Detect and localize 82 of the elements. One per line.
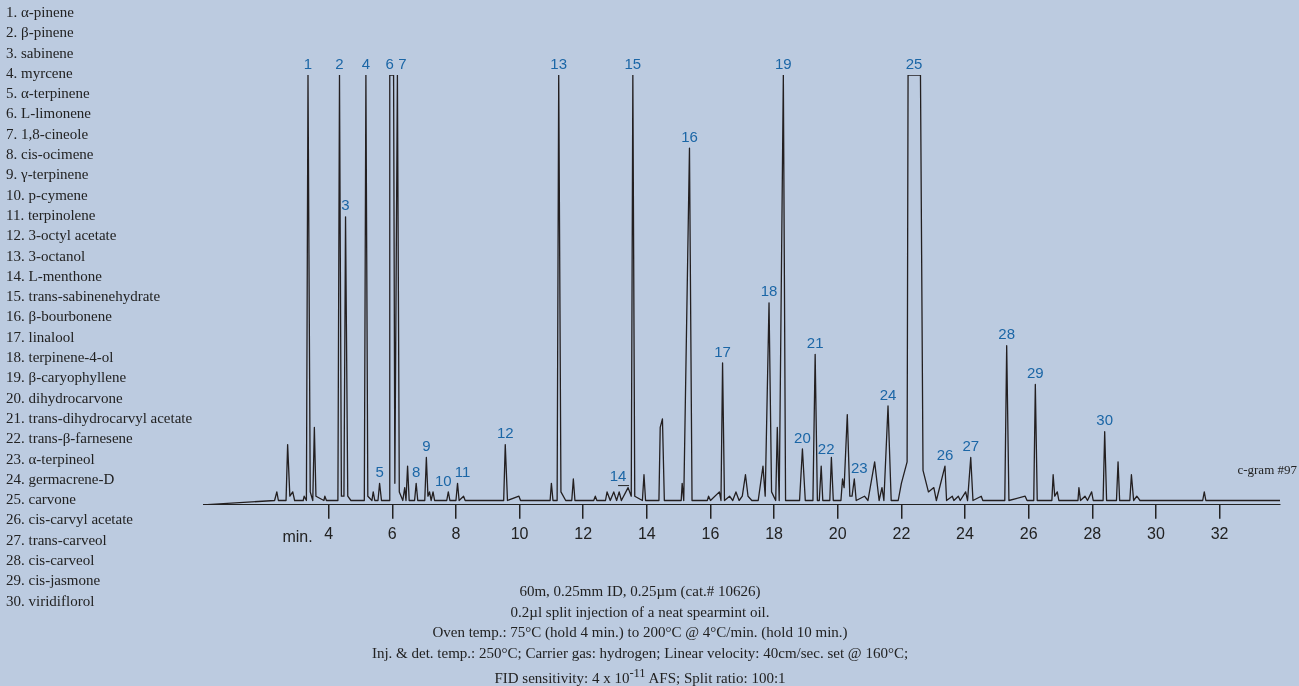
annotation: 16 <box>681 127 698 145</box>
x-tick-label: 26 <box>1019 524 1038 542</box>
annotation: 2 <box>335 54 344 72</box>
annotation: 20 <box>794 428 811 446</box>
text: 17. linalool <box>6 327 76 347</box>
annotation: 11 <box>454 462 471 480</box>
x-tick-label: 14 <box>637 524 656 542</box>
annotation: 1 <box>303 54 313 72</box>
text: 14. L-menthone <box>6 266 103 286</box>
text: 16. β-bourbonene <box>6 307 113 327</box>
text: 29. cis-jasmone <box>6 571 102 591</box>
text: 4. myrcene <box>6 63 74 83</box>
text: 10. p-cymene <box>6 185 89 205</box>
x-tick-label: 8 <box>451 524 461 542</box>
text: 0.2µl split injection of a neat spearmint oil. <box>509 602 771 622</box>
text: Inj. & det. temp.: 250°C; Carrier gas: hydrogen; Linear velocity: 40cm/sec. set @ 160°C; <box>370 643 910 663</box>
text: 3. sabinene <box>6 43 75 63</box>
annotation: 19 <box>775 54 792 72</box>
text: 2. β-pinene <box>6 23 75 43</box>
text: 26. cis-carvyl acetate <box>6 510 134 530</box>
x-tick-label: 32 <box>1210 524 1229 542</box>
annotation: 23 <box>850 458 868 476</box>
text: 30. viridiflorol <box>6 591 96 611</box>
annotation: 6 <box>385 54 394 72</box>
annotation: 26 <box>936 445 954 463</box>
x-tick-label: 22 <box>892 524 911 542</box>
annotation: 14 <box>609 467 627 485</box>
text: 28. cis-carveol <box>6 551 96 570</box>
text: 12. 3-octyl acetate <box>6 226 118 246</box>
text: 23. α-terpineol <box>6 449 96 469</box>
x-tick-label: 12 <box>574 524 593 542</box>
text: 11. terpinolene <box>6 205 97 225</box>
text: 25. carvone <box>6 490 77 510</box>
annotation: c-gram #97 <box>1237 462 1297 478</box>
text: 7. 1,8-cineole <box>6 124 90 144</box>
x-tick-label: 24 <box>956 524 975 542</box>
annotation: 28 <box>998 325 1016 343</box>
text: 24. germacrene-D <box>6 469 116 489</box>
text: 15. trans-sabinenehydrate <box>6 287 162 307</box>
x-tick-label: 20 <box>828 524 847 542</box>
text: 27. trans-carveol <box>6 530 108 550</box>
text: 60m, 0.25mm ID, 0.25µm (cat.# 10626) <box>518 582 762 601</box>
annotation: 9 <box>422 437 431 455</box>
annotation: 25 <box>905 54 923 72</box>
annotation: 17 <box>714 342 731 360</box>
text: 9. γ-terpinene <box>6 165 90 185</box>
text: 8. cis-ocimene <box>6 145 95 165</box>
annotation: 30 <box>1096 411 1114 429</box>
annotation: 15 <box>624 54 642 72</box>
text: 18. terpinene-4-ol <box>6 348 115 368</box>
text: 1. α-pinene <box>6 3 75 22</box>
annotation: 29 <box>1026 364 1044 382</box>
annotation: 10 <box>434 471 452 489</box>
x-tick-label: 4 <box>324 524 334 542</box>
x-tick-label: 10 <box>510 524 529 542</box>
text: 20. dihydrocarvone <box>6 388 124 408</box>
x-tick-label: 18 <box>765 524 784 542</box>
annotation: 8 <box>412 462 421 480</box>
annotation: 13 <box>550 54 568 72</box>
text: 19. β-caryophyllene <box>6 368 128 388</box>
x-tick-label: 6 <box>387 524 397 542</box>
annotation: 21 <box>806 334 824 352</box>
text: 5. α-terpinene <box>6 84 91 104</box>
annotation: 24 <box>879 385 897 403</box>
x-tick-label: 28 <box>1083 524 1102 542</box>
x-axis-title: min. <box>282 528 313 546</box>
x-tick-label: 16 <box>701 524 720 542</box>
text: 21. trans-dihydrocarvyl acetate <box>6 408 194 428</box>
annotation: 22 <box>817 439 835 457</box>
text: 6. L-limonene <box>6 104 92 124</box>
annotation: 3 <box>341 196 350 214</box>
annotation: 12 <box>496 424 514 442</box>
x-tick-label: 30 <box>1147 524 1165 542</box>
text: FID sensitivity: 4 x 10$^{-11}$ AFS; Split ratio: 100:1 <box>493 665 787 686</box>
text: 13. 3-octanol <box>6 246 87 266</box>
text: Oven temp.: 75°C (hold 4 min.) to 200°C @ 4°C/min. (hold 10 min.) <box>431 623 849 642</box>
annotation: 27 <box>962 437 980 455</box>
annotation: 18 <box>760 282 778 300</box>
annotation: 7 <box>398 54 407 72</box>
annotation: 4 <box>361 54 371 72</box>
text: 22. trans-β-farnesene <box>6 429 134 449</box>
annotation: 5 <box>375 462 384 480</box>
